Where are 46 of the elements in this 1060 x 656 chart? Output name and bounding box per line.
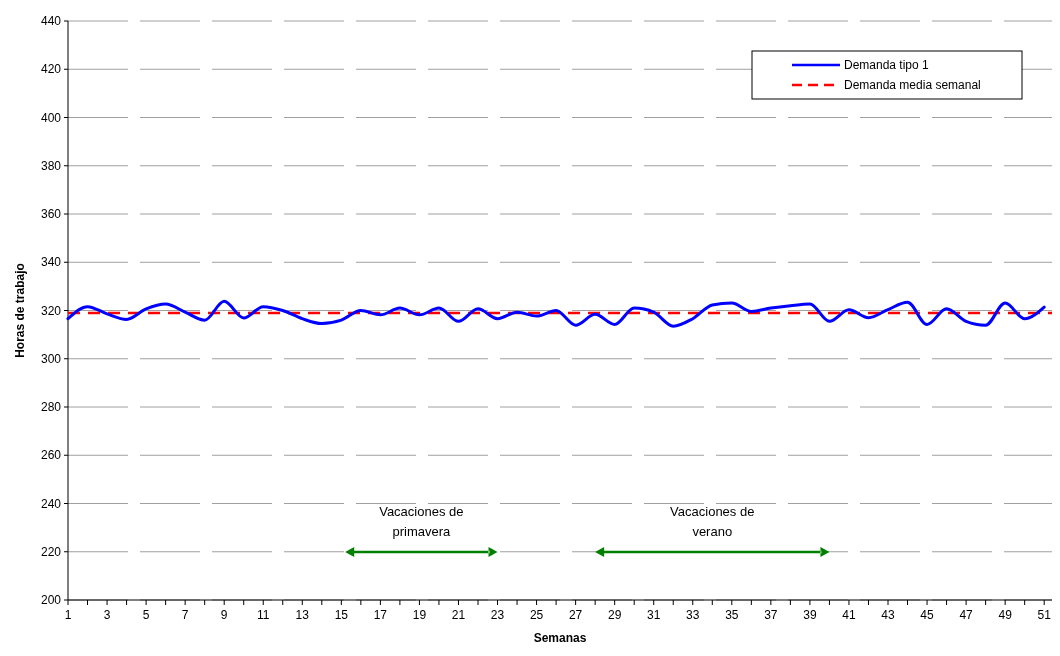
x-tick-label: 21	[451, 608, 466, 622]
annotation: Vacaciones de verano	[670, 503, 755, 539]
x-tick-label: 5	[142, 608, 150, 622]
x-tick-label: 3	[103, 608, 111, 622]
y-tick-label: 200	[40, 593, 62, 608]
x-tick-label: 47	[959, 608, 974, 622]
x-tick-label: 13	[295, 608, 310, 622]
annotation: Vacaciones de primavera	[379, 503, 464, 539]
x-tick-label: 25	[529, 608, 544, 622]
x-tick-label: 9	[220, 608, 228, 622]
x-tick-label: 33	[686, 608, 700, 622]
y-tick-label: 220	[40, 544, 62, 559]
x-tick-label: 15	[334, 608, 349, 622]
x-tick-label: 35	[725, 608, 739, 622]
y-tick-label: 240	[40, 496, 62, 511]
x-tick-label: 11	[257, 608, 270, 622]
x-tick-label: 29	[607, 608, 622, 622]
y-tick-label: 260	[40, 448, 62, 463]
y-tick-label: 360	[40, 207, 62, 222]
x-tick-label: 51	[1037, 608, 1052, 622]
x-tick-label: 43	[881, 608, 895, 622]
x-tick-label: 37	[764, 608, 778, 622]
x-tick-label: 1	[64, 608, 72, 622]
y-tick-label: 280	[40, 400, 62, 415]
x-tick-label: 39	[803, 608, 817, 622]
x-tick-label: 19	[412, 608, 427, 622]
y-tick-label: 400	[40, 110, 62, 125]
y-tick-label: 300	[40, 351, 62, 366]
y-axis-title: Horas de trabajo	[13, 263, 27, 358]
x-tick-label: 23	[490, 608, 505, 622]
x-tick-label: 31	[647, 608, 661, 622]
x-tick-label: 7	[181, 608, 189, 622]
x-axis-title: Semanas	[533, 631, 587, 645]
y-tick-label: 340	[40, 255, 62, 270]
x-tick-label: 17	[373, 608, 388, 622]
legend-label: Demanda tipo 1	[844, 58, 930, 73]
x-tick-label: 27	[568, 608, 583, 622]
y-tick-label: 320	[40, 303, 62, 318]
y-tick-label: 440	[40, 14, 62, 29]
x-tick-label: 41	[842, 608, 856, 622]
x-tick-label: 45	[920, 608, 935, 622]
legend-label: Demanda media semanal	[844, 78, 981, 93]
line-series	[66, 299, 1046, 328]
y-tick-label: 420	[40, 62, 62, 77]
x-tick-label: 49	[998, 608, 1013, 622]
y-tick-label: 380	[40, 158, 62, 173]
